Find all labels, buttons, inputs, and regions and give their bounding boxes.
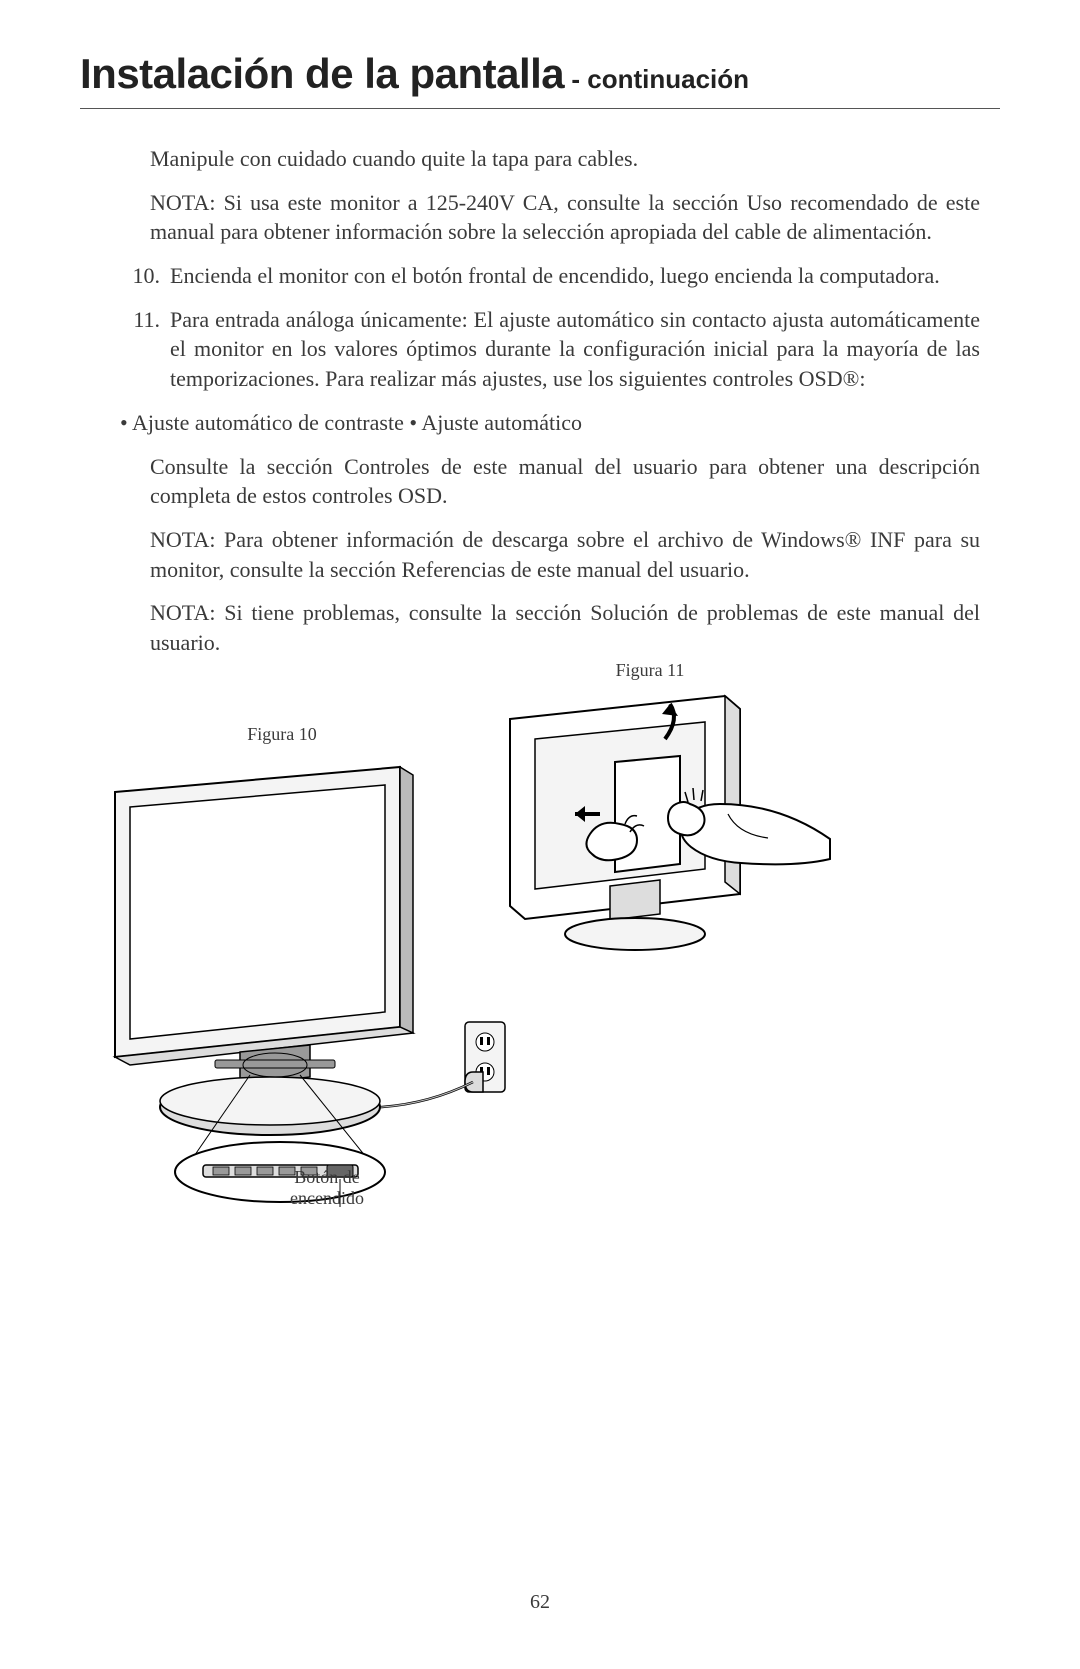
title-area: Instalación de la pantalla - continuació… [80, 50, 1000, 109]
list-number: 11. [122, 305, 170, 394]
figure-10-caption: Figura 10 [222, 724, 342, 745]
figure-11-caption: Figura 11 [590, 660, 710, 681]
paragraph-note: NOTA: Para obtener información de descar… [150, 525, 980, 584]
page-title-main: Instalación de la pantalla [80, 50, 564, 97]
page-number: 62 [0, 1591, 1080, 1614]
page-title-sub: - continuación [564, 64, 749, 94]
list-text: Para entrada análoga únicamente: El ajus… [170, 305, 980, 394]
list-number: 10. [122, 261, 170, 291]
list-item-10: 10. Encienda el monitor con el botón fro… [122, 261, 980, 291]
figure-11-illustration [480, 684, 840, 984]
power-button-label: Botón de encendido [290, 1167, 364, 1210]
paragraph-note: NOTA: Si tiene problemas, consulte la se… [150, 598, 980, 657]
figures-area: Figura 10 Figura 11 [80, 672, 1000, 1292]
list-text: Encienda el monitor con el botón frontal… [170, 261, 980, 291]
bullet-list: • Ajuste automático de contraste • Ajust… [120, 408, 980, 438]
body-content: Manipule con cuidado cuando quite la tap… [150, 144, 980, 658]
figure-10-illustration [55, 747, 535, 1217]
list-item-11: 11. Para entrada análoga únicamente: El … [122, 305, 980, 394]
paragraph-note: NOTA: Si usa este monitor a 125-240V CA,… [150, 188, 980, 247]
paragraph: Consulte la sección Controles de este ma… [150, 452, 980, 511]
paragraph: Manipule con cuidado cuando quite la tap… [150, 144, 980, 174]
